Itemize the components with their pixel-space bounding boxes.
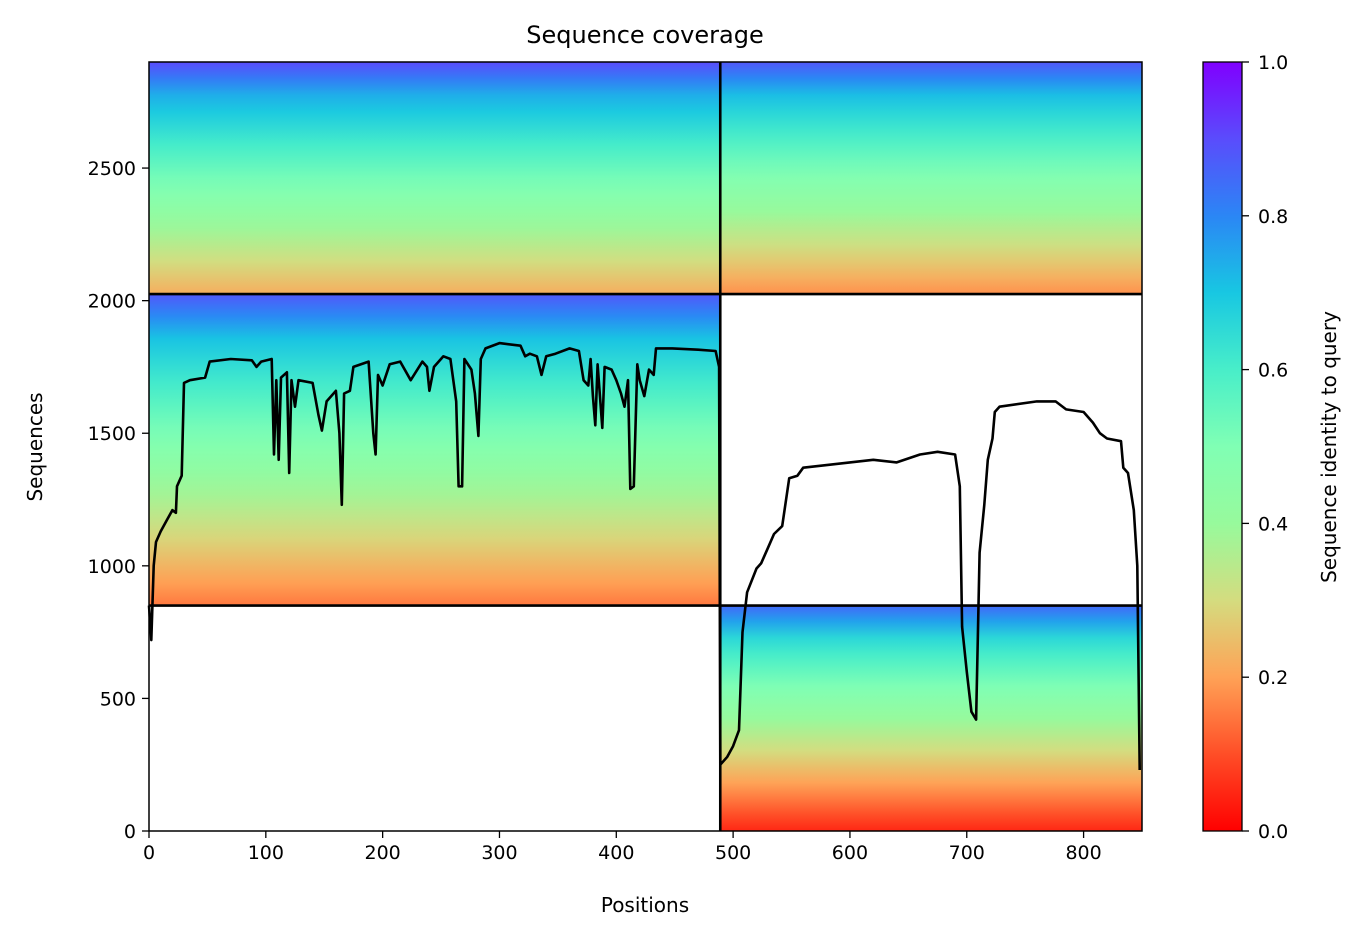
- x-tick-label: 700: [949, 842, 985, 864]
- x-axis: 0 100 200 300 400 500 600 700 800: [143, 831, 1102, 864]
- y-axis-label: Sequences: [23, 392, 47, 501]
- colorbar-gradient: [1202, 61, 1243, 832]
- y-axis: 0 500 1000 1500 2000 2500: [88, 158, 149, 843]
- y-tick-label: 1000: [88, 556, 136, 578]
- y-tick-label: 1500: [88, 423, 136, 445]
- y-tick-label: 2000: [88, 291, 136, 313]
- coverage-line: [147, 341, 1141, 771]
- heatmap-block: [149, 294, 721, 606]
- y-tick-label: 2500: [88, 158, 136, 180]
- colorbar: 0.0 0.2 0.4 0.6 0.8 1.0 Sequence identity to …: [1202, 52, 1341, 843]
- colorbar-tick-label: 1.0: [1258, 52, 1288, 74]
- y-tick-label: 0: [124, 821, 136, 843]
- x-tick-label: 200: [365, 842, 401, 864]
- x-tick-label: 800: [1065, 842, 1101, 864]
- x-tick-label: 400: [598, 842, 634, 864]
- colorbar-tick-label: 0.4: [1258, 513, 1288, 535]
- x-tick-label: 0: [143, 842, 155, 864]
- colorbar-tick-label: 0.8: [1258, 206, 1288, 228]
- heatmap-block: [720, 62, 1142, 295]
- colorbar-label: Sequence identity to query: [1317, 311, 1341, 583]
- y-tick-label: 500: [100, 688, 136, 710]
- x-tick-label: 600: [832, 842, 868, 864]
- x-axis-label: Positions: [601, 893, 689, 917]
- colorbar-ticks: 0.0 0.2 0.4 0.6 0.8 1.0: [1242, 52, 1288, 843]
- x-tick-label: 100: [248, 842, 284, 864]
- colorbar-tick-label: 0.2: [1258, 667, 1288, 689]
- heatmap-block: [720, 605, 1142, 831]
- colorbar-tick-label: 0.6: [1258, 360, 1288, 382]
- coverage-heatmap: [149, 62, 1142, 831]
- colorbar-tick-label: 0.0: [1258, 821, 1288, 843]
- x-tick-label: 300: [481, 842, 517, 864]
- x-tick-label: 500: [715, 842, 751, 864]
- chart-title: Sequence coverage: [526, 21, 763, 49]
- plot-frame: [148, 61, 1143, 832]
- heatmap-block: [149, 62, 721, 295]
